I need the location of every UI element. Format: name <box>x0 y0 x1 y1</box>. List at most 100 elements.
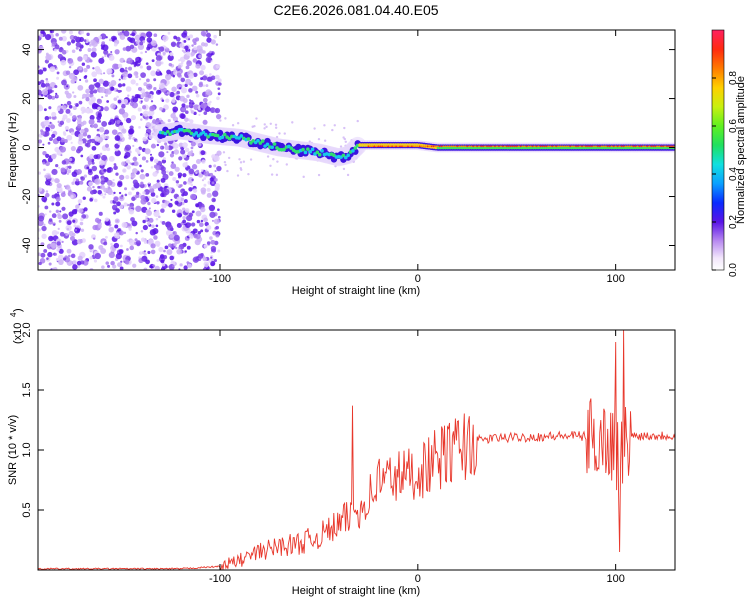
noise-point <box>172 106 179 113</box>
noise-point <box>49 66 56 73</box>
noise-point <box>188 232 194 238</box>
noise-point <box>274 126 278 129</box>
ridge-core <box>410 145 413 148</box>
noise-point <box>124 193 128 197</box>
noise-point <box>97 106 101 111</box>
noise-point <box>82 259 89 266</box>
noise-point <box>209 211 216 218</box>
noise-point <box>41 225 47 232</box>
noise-point <box>183 181 187 185</box>
snr-ytick-label: 1.5 <box>21 382 33 397</box>
noise-point <box>185 110 189 115</box>
noise-point <box>184 147 190 152</box>
noise-point <box>118 249 124 254</box>
ridge-core <box>579 145 581 148</box>
noise-point <box>224 117 227 120</box>
noise-point <box>45 80 49 84</box>
noise-point <box>55 163 59 168</box>
noise-point <box>38 228 41 232</box>
noise-point <box>54 253 57 256</box>
noise-point <box>122 168 127 173</box>
ridge-core <box>626 145 629 148</box>
snr-series-line <box>38 330 675 570</box>
ridge-core <box>387 145 390 148</box>
colorbar: 0.0 0.2 0.4 0.6 0.8 Normalized spectral ampl… <box>711 29 747 277</box>
noise-point <box>149 105 156 112</box>
noise-point <box>125 117 132 124</box>
noise-point <box>81 214 87 219</box>
ridge-core <box>600 145 603 148</box>
noise-point <box>333 124 336 127</box>
noise-point <box>133 61 138 66</box>
noise-point <box>113 232 121 239</box>
ridge-core <box>658 145 661 148</box>
noise-point <box>93 123 98 129</box>
noise-point <box>169 153 175 158</box>
noise-point <box>184 208 190 213</box>
noise-point <box>80 30 85 35</box>
ridge-core <box>420 145 423 148</box>
ridge-core <box>496 145 498 148</box>
noise-point <box>253 124 256 128</box>
noise-point <box>71 171 78 178</box>
noise-point <box>172 177 177 182</box>
noise-point <box>153 235 158 240</box>
ridge-inner <box>165 129 170 134</box>
ridge-core <box>407 145 409 148</box>
noise-point <box>266 155 270 158</box>
noise-point <box>184 45 189 50</box>
ridge-core <box>668 145 670 148</box>
ridge-core <box>638 145 641 148</box>
noise-point <box>58 36 63 41</box>
noise-point <box>105 235 108 239</box>
noise-point <box>135 57 140 62</box>
noise-point <box>200 150 206 156</box>
noise-point <box>140 51 143 55</box>
noise-point <box>145 218 148 221</box>
noise-point <box>193 233 199 239</box>
noise-point <box>343 126 346 130</box>
noise-point <box>56 136 62 142</box>
ridge-core <box>464 145 467 148</box>
noise-point <box>101 154 108 161</box>
ridge-core <box>652 145 655 148</box>
noise-point <box>132 179 138 185</box>
noise-point <box>52 267 55 270</box>
noise-point <box>211 219 214 222</box>
ridge-core <box>666 145 668 148</box>
noise-point <box>46 174 52 180</box>
noise-point <box>70 141 73 144</box>
noise-point <box>51 202 55 206</box>
noise-point <box>121 103 126 109</box>
ridge-core <box>622 145 625 148</box>
noise-point <box>86 166 90 170</box>
noise-point <box>119 67 125 73</box>
noise-point <box>137 43 145 51</box>
ridge-core <box>507 145 510 148</box>
noise-point <box>51 194 56 199</box>
noise-point <box>182 219 187 224</box>
noise-point <box>127 94 130 97</box>
noise-point <box>110 51 113 54</box>
noise-point <box>128 208 135 215</box>
noise-point <box>161 221 166 225</box>
noise-point <box>285 163 289 166</box>
ridge-core <box>573 145 576 148</box>
noise-point <box>215 233 220 238</box>
noise-point <box>135 240 141 246</box>
noise-point <box>211 197 216 203</box>
noise-point <box>168 202 173 208</box>
ridge-core <box>535 145 538 148</box>
colorbar-tick-label: 0.0 <box>728 263 739 277</box>
noise-point <box>169 52 174 57</box>
noise-point <box>137 151 141 155</box>
noise-point <box>57 254 64 261</box>
noise-point <box>72 264 78 270</box>
noise-point <box>215 113 222 120</box>
noise-point <box>100 46 104 50</box>
noise-point <box>123 231 127 235</box>
ridge-core <box>401 145 403 148</box>
colorbar-gradient <box>711 29 725 271</box>
noise-point <box>108 54 115 61</box>
spectrogram-panel: -100 0 100 -40 -20 0 20 40 Height of straight l… <box>7 29 676 297</box>
